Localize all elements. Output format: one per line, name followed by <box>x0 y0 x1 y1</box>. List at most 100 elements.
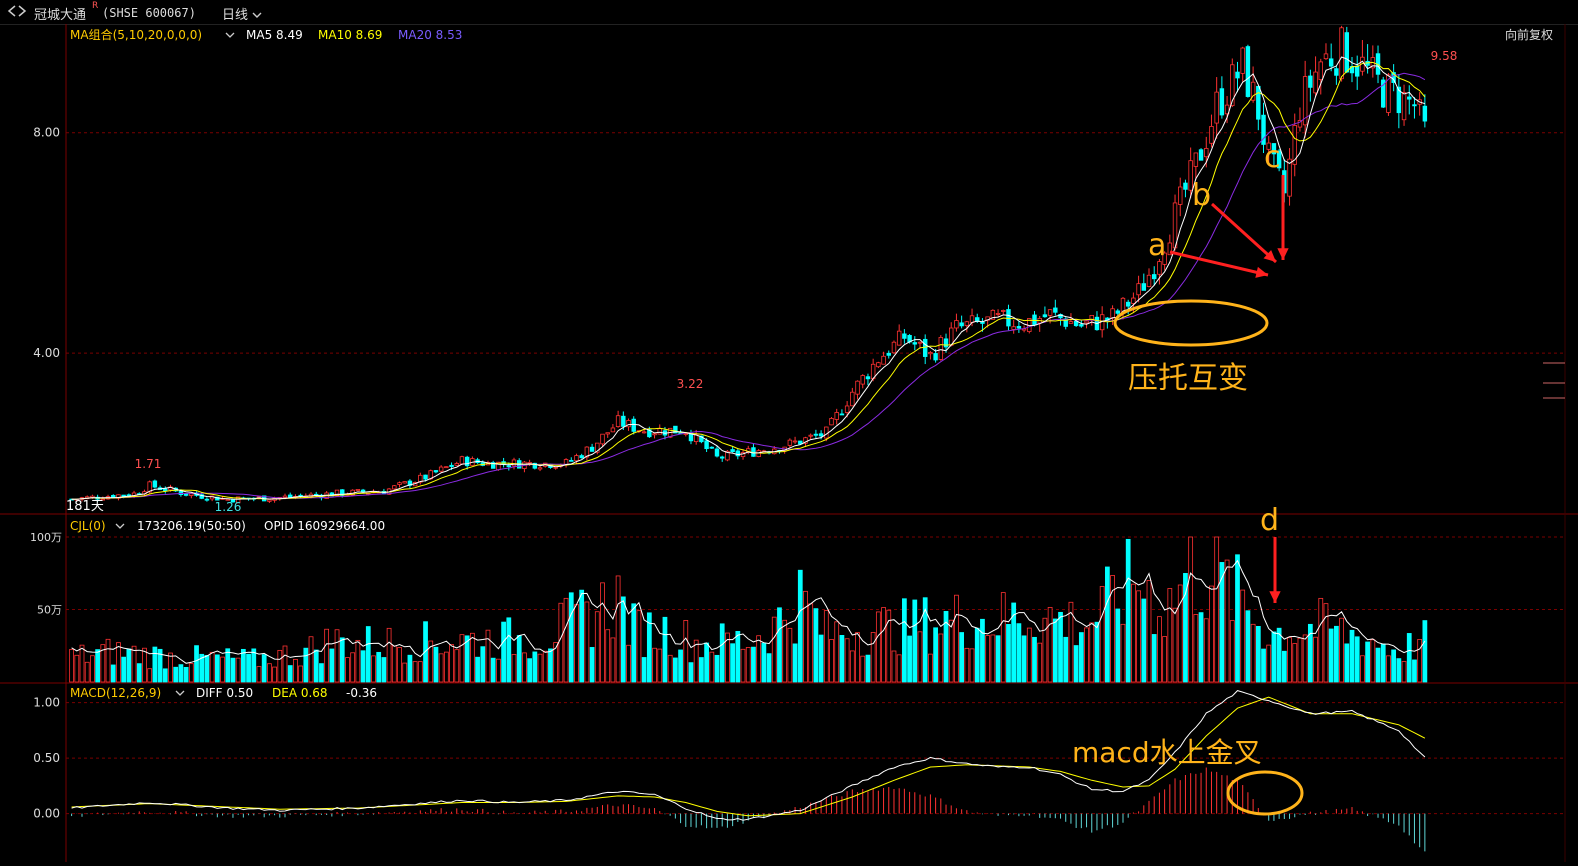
candle-body <box>792 440 798 443</box>
volume-bar <box>319 663 324 683</box>
candle-body <box>449 464 454 467</box>
volume-bar <box>220 656 225 683</box>
adjust-mode-button[interactable]: 向前复权 <box>1505 27 1553 42</box>
volume-bar <box>1229 620 1235 683</box>
candle-body <box>287 494 293 498</box>
back-arrows-icon[interactable] <box>6 3 28 23</box>
volume-bar <box>896 654 902 683</box>
volume-bar <box>948 619 954 683</box>
volume-bar <box>1349 629 1355 683</box>
volume-bar <box>922 597 928 683</box>
volume-bar <box>688 662 694 683</box>
volume-bar <box>636 610 642 683</box>
volume-bar <box>251 648 257 683</box>
volume-bar <box>709 651 715 683</box>
candle-body <box>1136 283 1141 296</box>
volume-bar <box>1094 621 1100 683</box>
candle-body <box>1167 242 1173 256</box>
volume-bar <box>1365 641 1370 683</box>
volume-bar <box>1136 590 1141 683</box>
volume-bar <box>214 654 220 683</box>
candle-body <box>282 495 288 498</box>
annotation-arrow-c-head <box>1277 248 1289 260</box>
candle-body <box>829 418 834 426</box>
volume-bar <box>506 617 512 683</box>
volume-bar <box>1276 627 1282 683</box>
volume-bar <box>818 634 824 683</box>
candle-body <box>464 456 470 467</box>
volume-bar <box>475 656 480 683</box>
candle-body <box>589 446 595 452</box>
volume-bar <box>1391 649 1397 683</box>
volume-bar <box>1318 597 1324 683</box>
macd-histogram-group <box>71 767 1426 852</box>
candle-body <box>527 462 532 464</box>
annotation-arrow-d-head <box>1269 591 1281 603</box>
volume-bar <box>605 629 611 683</box>
candle-body <box>912 342 918 345</box>
macd-cross-ellipse <box>1226 770 1304 816</box>
volume-bar <box>1172 607 1178 683</box>
ma10-line <box>71 61 1426 500</box>
candle-body <box>163 488 168 492</box>
volume-bar <box>516 635 522 683</box>
volume-bar <box>912 599 918 683</box>
macd-tick-label: 0.50 <box>33 751 60 765</box>
candle-body <box>433 470 439 473</box>
volume-bar <box>417 661 423 683</box>
volume-bar <box>1162 636 1168 683</box>
annotation-c-label: c <box>1264 140 1281 175</box>
macd-cross-label: macd水上金叉 <box>1072 736 1262 769</box>
volume-bar <box>329 648 335 683</box>
candle-body <box>1183 182 1188 190</box>
candle-body <box>881 355 886 365</box>
volume-ma-line <box>71 559 1426 664</box>
volume-bar <box>875 611 881 683</box>
volume-bar <box>792 643 798 683</box>
annotation-a-label: a <box>1148 228 1166 263</box>
volume-bar <box>532 651 538 683</box>
title-bar: 冠城大通 R (SHSE 600067) 日线 <box>0 0 1578 25</box>
volume-bar <box>959 632 965 683</box>
candle-body <box>917 341 923 344</box>
candle-body <box>584 446 590 458</box>
candle-body <box>631 418 636 432</box>
volume-bar <box>1255 626 1261 683</box>
volume-bar <box>797 569 803 683</box>
candle-body <box>1240 47 1245 74</box>
volume-bar <box>969 648 975 683</box>
candle-body <box>532 462 538 469</box>
candle-body <box>1188 160 1193 191</box>
macd-indicator-label: MACD(12,26,9) <box>70 686 161 700</box>
ma5-value: MA5 8.49 <box>246 28 303 42</box>
volume-bar <box>1063 636 1069 683</box>
candle-body <box>506 465 512 468</box>
volume-bar <box>199 653 205 683</box>
volume-bar <box>1370 639 1376 683</box>
volume-bar <box>1307 623 1313 683</box>
candle-body <box>1318 61 1323 81</box>
candle-body <box>938 337 944 360</box>
candle-body <box>537 467 543 470</box>
volume-bar <box>1089 622 1095 683</box>
volume-bar <box>157 648 163 683</box>
volume-bar <box>745 647 751 683</box>
volume-bar <box>391 645 397 683</box>
volume-bar <box>402 662 408 683</box>
volume-bar <box>1016 623 1022 683</box>
volume-bar <box>1151 634 1157 683</box>
candle-body <box>818 433 824 437</box>
candle-body <box>1001 310 1006 312</box>
volume-bar <box>537 653 543 683</box>
candle-body <box>886 352 891 356</box>
macd-diff-value: DIFF 0.50 <box>196 686 253 700</box>
candle-body <box>1271 143 1277 155</box>
volume-bar <box>693 639 699 683</box>
candle-body <box>990 309 996 320</box>
period-select[interactable]: 日线 <box>222 4 262 23</box>
volume-bar <box>412 661 418 683</box>
volume-bar <box>714 654 720 683</box>
volume-bar <box>704 642 709 683</box>
volume-bar <box>1396 658 1402 683</box>
volume-bars-group <box>69 536 1428 683</box>
